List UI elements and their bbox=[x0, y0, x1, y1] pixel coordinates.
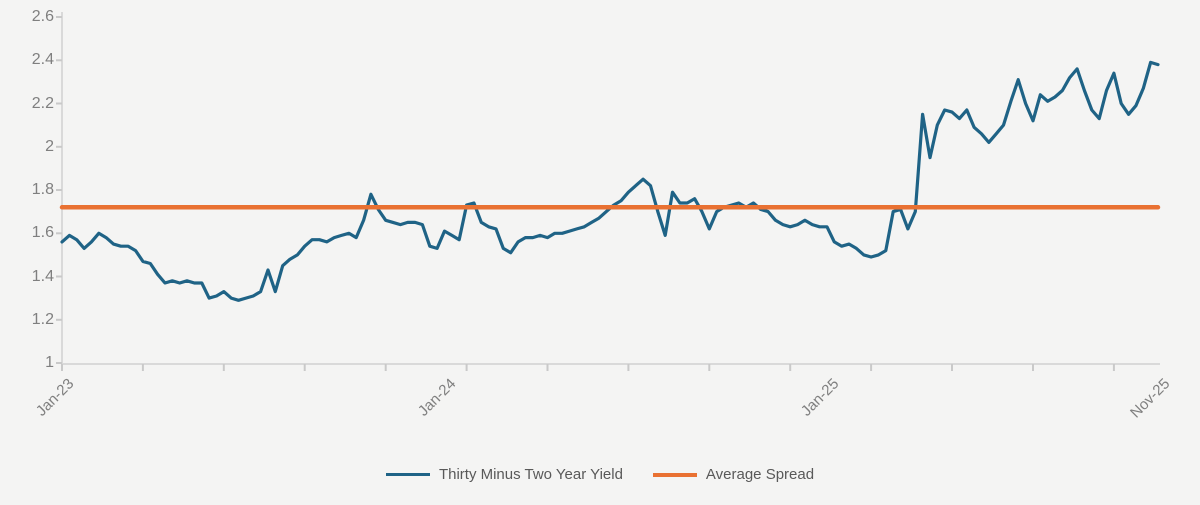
average-line-swatch bbox=[652, 472, 697, 477]
y-axis-tick-label: 1.4 bbox=[31, 267, 54, 285]
yield-line-swatch bbox=[385, 473, 430, 476]
legend-item-yield: Thirty Minus Two Year Yield bbox=[385, 466, 623, 483]
y-axis-tick-label: 2.4 bbox=[31, 51, 54, 69]
chart-legend: Thirty Minus Two Year Yield Average Spre… bbox=[0, 466, 1200, 483]
legend-label-yield: Thirty Minus Two Year Yield bbox=[438, 466, 623, 483]
y-axis-tick-label: 2 bbox=[45, 137, 54, 155]
y-axis-tick-label: 1.8 bbox=[31, 181, 54, 198]
legend-item-average: Average Spread bbox=[652, 466, 815, 483]
y-axis-tick-label: 2.6 bbox=[31, 8, 54, 25]
y-axis-tick-label: 1.6 bbox=[31, 224, 54, 242]
y-axis-tick-label: 2.2 bbox=[31, 94, 54, 112]
y-axis-tick-label: 1.2 bbox=[31, 310, 54, 328]
yield-series-line bbox=[60, 60, 1160, 302]
legend-label-average: Average Spread bbox=[705, 466, 815, 483]
y-axis-tick-label: 1 bbox=[45, 354, 54, 371]
